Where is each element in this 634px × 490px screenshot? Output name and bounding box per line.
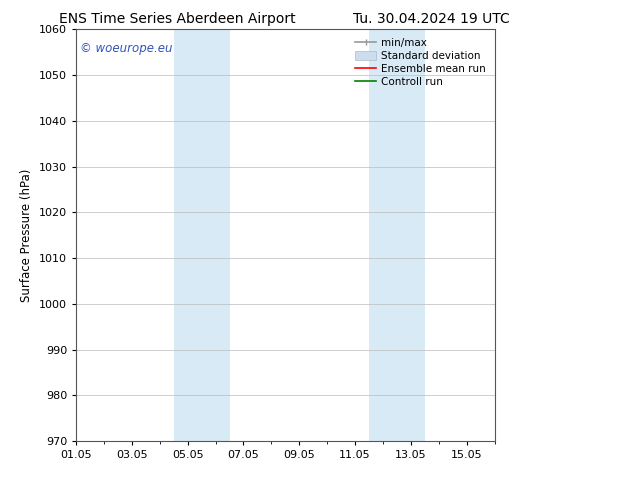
Bar: [369, 29, 425, 441]
Legend: min/max, Standard deviation, Ensemble mean run, Controll run: min/max, Standard deviation, Ensemble me…: [353, 35, 489, 90]
Bar: [174, 29, 230, 441]
Text: ENS Time Series Aberdeen Airport: ENS Time Series Aberdeen Airport: [59, 12, 296, 26]
Text: Tu. 30.04.2024 19 UTC: Tu. 30.04.2024 19 UTC: [353, 12, 510, 26]
Text: © woeurope.eu: © woeurope.eu: [81, 42, 172, 55]
Y-axis label: Surface Pressure (hPa): Surface Pressure (hPa): [20, 169, 34, 302]
